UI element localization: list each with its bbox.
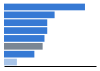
bar	[4, 35, 44, 42]
bar	[4, 43, 43, 50]
bar	[4, 4, 85, 11]
bar	[4, 11, 55, 18]
bars	[4, 4, 85, 66]
bar	[4, 51, 34, 58]
plot-area	[4, 4, 97, 67]
x-axis	[5, 66, 97, 67]
bar	[4, 27, 47, 34]
axis-line	[5, 66, 97, 67]
bar	[4, 19, 47, 26]
chart	[0, 0, 100, 71]
bar	[4, 59, 17, 66]
